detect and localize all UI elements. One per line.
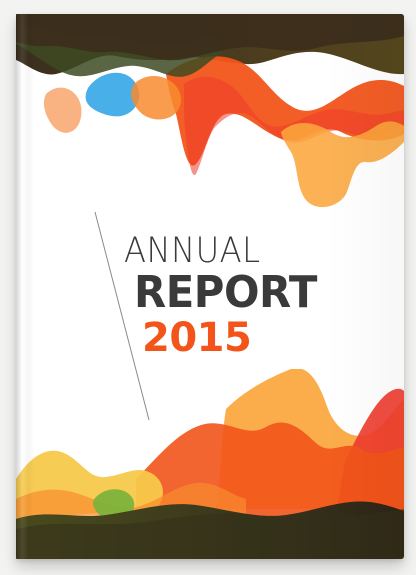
bottom-wave-olive [16,509,404,559]
top-wave-decoration [16,14,404,214]
top-wave-blue [85,72,140,117]
title-year: 2015 [142,315,252,361]
title-report: REPORT [134,267,317,318]
top-wave-dark-strip [16,14,404,61]
top-wave-tangerine [131,75,181,120]
cover-title-block: ANNUAL REPORT 2015 [124,232,374,360]
bottom-wave-graphic [16,369,404,559]
book-cover: ANNUAL REPORT 2015 [16,14,404,559]
top-wave-amber [281,121,404,208]
bottom-wave-decoration [16,369,404,559]
title-annual: ANNUAL [124,231,261,271]
top-wave-graphic [16,14,404,208]
top-wave-peach [43,87,82,133]
